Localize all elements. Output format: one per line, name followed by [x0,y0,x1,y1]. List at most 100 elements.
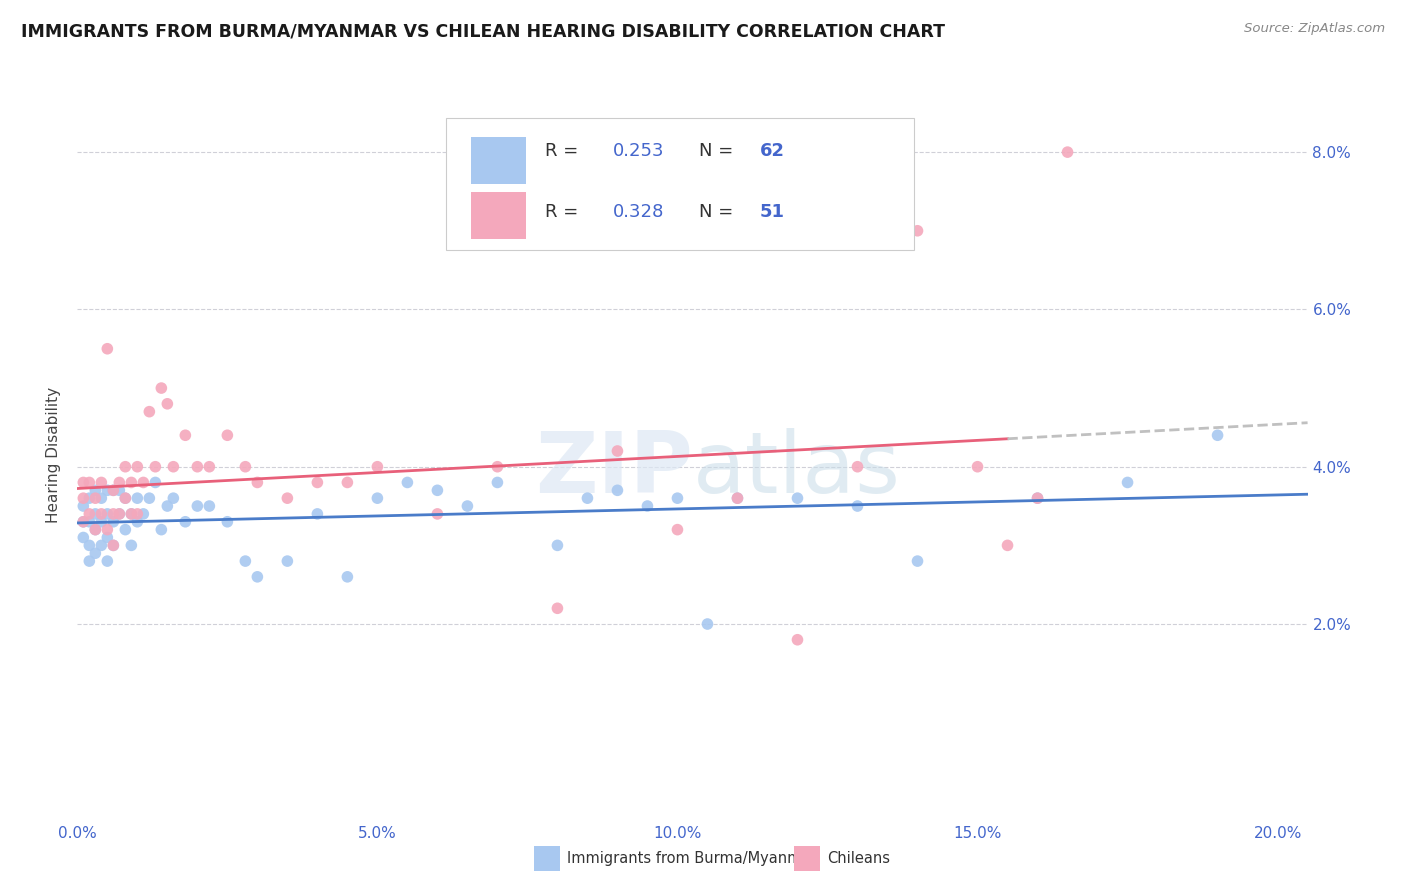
Point [217,515,239,529]
Point [156,499,179,513]
Point [127,459,149,474]
Point [846,499,869,513]
Point [72,531,94,545]
Point [546,538,568,552]
Point [132,475,155,490]
Point [186,459,208,474]
Point [366,491,388,505]
Text: 0.253: 0.253 [613,143,664,161]
Point [143,475,166,490]
Point [96,554,118,568]
Point [426,483,449,498]
Point [132,507,155,521]
Point [114,491,136,505]
Point [90,515,112,529]
Point [727,491,749,505]
Point [103,515,125,529]
Point [103,507,125,521]
Point [90,538,112,552]
Point [1116,475,1139,490]
Point [79,475,101,490]
Point [103,483,125,498]
Point [576,491,599,505]
Point [997,538,1019,552]
Point [79,507,101,521]
Point [606,483,628,498]
Point [96,483,118,498]
Text: Source: ZipAtlas.com: Source: ZipAtlas.com [1244,22,1385,36]
Point [114,491,136,505]
Point [114,459,136,474]
Point [120,507,142,521]
Point [396,475,419,490]
Point [84,546,107,560]
Point [120,507,142,521]
Point [486,459,509,474]
Point [96,523,118,537]
Point [198,459,221,474]
Point [235,459,257,474]
Point [114,523,136,537]
Point [546,601,568,615]
FancyBboxPatch shape [471,136,526,185]
Text: 62: 62 [761,143,785,161]
Point [786,491,808,505]
Text: atlas: atlas [693,428,900,511]
Point [96,342,118,356]
Point [966,459,988,474]
Text: R =: R = [546,143,583,161]
Point [217,428,239,442]
Point [127,515,149,529]
Point [103,483,125,498]
Point [72,515,94,529]
Text: Immigrants from Burma/Myanmar: Immigrants from Burma/Myanmar [567,851,815,865]
FancyBboxPatch shape [447,119,914,250]
Point [307,507,329,521]
Point [366,459,388,474]
Point [246,475,269,490]
Point [120,475,142,490]
Y-axis label: Hearing Disability: Hearing Disability [46,387,62,523]
Text: IMMIGRANTS FROM BURMA/MYANMAR VS CHILEAN HEARING DISABILITY CORRELATION CHART: IMMIGRANTS FROM BURMA/MYANMAR VS CHILEAN… [21,22,945,40]
Point [84,523,107,537]
Point [174,515,197,529]
Point [1206,428,1229,442]
Point [72,491,94,505]
Point [307,475,329,490]
FancyBboxPatch shape [471,192,526,239]
Point [79,491,101,505]
Point [150,523,173,537]
Point [696,617,718,632]
Point [120,538,142,552]
Text: ZIP: ZIP [534,428,693,511]
Point [138,405,160,419]
Point [90,491,112,505]
Text: N =: N = [699,203,738,221]
Point [186,499,208,513]
Point [156,397,179,411]
Point [84,483,107,498]
Point [666,491,689,505]
Point [72,499,94,513]
Point [84,523,107,537]
Point [336,570,359,584]
Point [150,381,173,395]
Point [907,224,929,238]
Point [84,507,107,521]
Text: 0.328: 0.328 [613,203,664,221]
Point [456,499,478,513]
Point [108,507,131,521]
Point [276,491,298,505]
Point [276,554,298,568]
Point [1056,145,1078,160]
Point [174,428,197,442]
Point [907,554,929,568]
Text: N =: N = [699,143,738,161]
Point [79,554,101,568]
Point [1026,491,1049,505]
Point [90,507,112,521]
Text: 51: 51 [761,203,785,221]
Point [138,491,160,505]
Text: R =: R = [546,203,583,221]
Point [486,475,509,490]
